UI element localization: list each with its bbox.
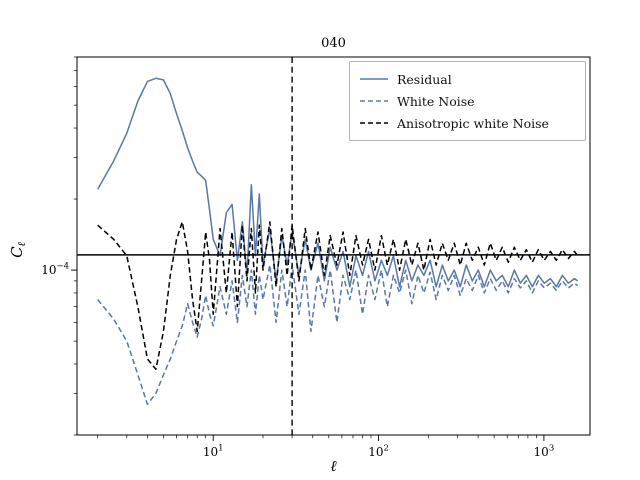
legend-label-residual: Residual bbox=[397, 71, 452, 87]
x-axis-label: ℓ bbox=[330, 457, 336, 475]
axis-ticks: 101 102 103 10−4 bbox=[41, 56, 555, 460]
legend: Residual White Noise Anisotropic white N… bbox=[349, 61, 586, 141]
plot-title: 040 bbox=[321, 36, 346, 51]
svg-text:102: 102 bbox=[368, 444, 389, 460]
svg-text:103: 103 bbox=[534, 444, 555, 460]
legend-label-white-noise: White Noise bbox=[397, 93, 475, 109]
legend-line-anisotropic-icon bbox=[360, 122, 388, 124]
reference-lines bbox=[77, 57, 590, 435]
series-group bbox=[97, 77, 579, 405]
legend-item-anisotropic-white-noise: Anisotropic white Noise bbox=[359, 112, 576, 134]
y-axis-label: Cℓ bbox=[8, 241, 28, 257]
series-line-2 bbox=[97, 221, 579, 370]
legend-item-residual: Residual bbox=[359, 68, 576, 90]
legend-item-white-noise: White Noise bbox=[359, 90, 576, 112]
svg-text:10−4: 10−4 bbox=[41, 262, 69, 278]
series-line-1 bbox=[97, 264, 579, 405]
axes-frame bbox=[76, 56, 591, 436]
series-line-0 bbox=[97, 77, 579, 288]
svg-text:101: 101 bbox=[203, 444, 224, 460]
legend-label-anisotropic: Anisotropic white Noise bbox=[397, 115, 549, 131]
legend-line-white-noise-icon bbox=[360, 100, 388, 102]
legend-line-residual-icon bbox=[360, 78, 388, 80]
